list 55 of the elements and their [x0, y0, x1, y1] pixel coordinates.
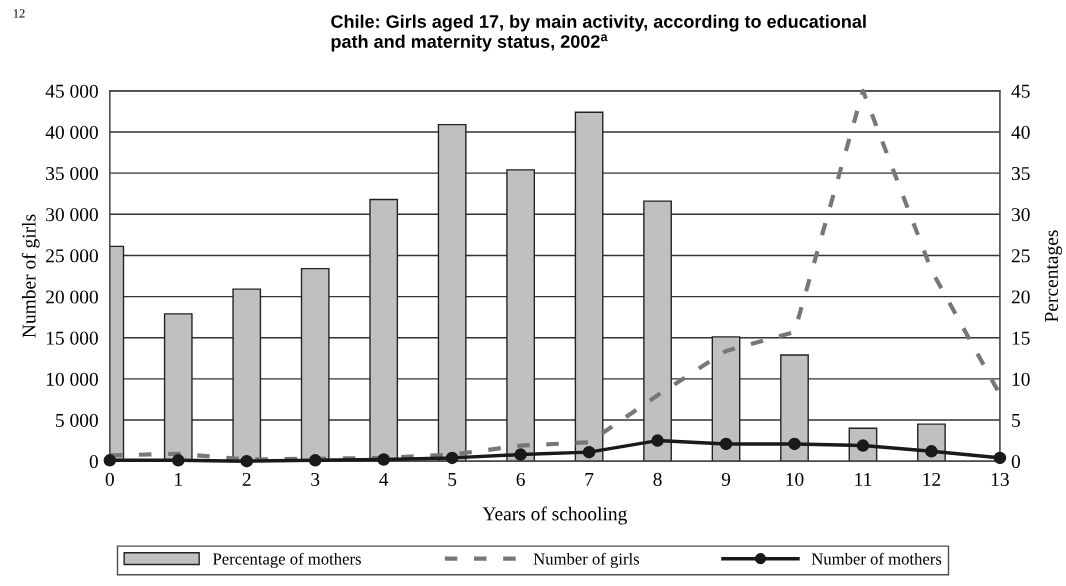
point: [103, 454, 117, 467]
y-tick-label: 30 000: [46, 208, 98, 222]
point: [514, 448, 527, 461]
y-tick-label: 5 000: [56, 413, 98, 427]
point: [651, 434, 664, 447]
y2-tick-label: 15: [1012, 331, 1030, 345]
y-tick-label: 40 000: [45, 125, 98, 139]
legend-label: Percentage of mothers: [212, 552, 361, 569]
y2-tick-label: 30: [1011, 208, 1030, 222]
point: [925, 445, 938, 458]
x-tick-label: 6: [516, 472, 525, 486]
y2-tick-label: 10: [1012, 372, 1030, 386]
point: [377, 453, 390, 466]
y-tick-label: 25 000: [46, 249, 98, 263]
y-tick-label: 20 000: [46, 290, 98, 304]
x-tick-label: 11: [855, 472, 872, 486]
x-tick-label: 2: [242, 472, 251, 486]
y2-tick-label: 25: [1011, 249, 1030, 263]
x-tick-label: 4: [379, 472, 389, 486]
chart-title: Chile: Girls aged 17, by main activity, according to educational path and maternity status, 2002$^{a}$: [331, 14, 866, 52]
x-tick-label: 3: [311, 472, 320, 486]
point: [719, 437, 733, 451]
y2-tick-label: 35: [1011, 167, 1030, 181]
y-tick-label: 10 000: [46, 372, 98, 386]
y2-tick-label: 40: [1011, 125, 1030, 139]
y2-tick-label: 5: [1012, 414, 1020, 427]
point: [172, 454, 185, 467]
x-tick-label: 5: [448, 473, 457, 486]
y2-tick-label: 0: [1011, 455, 1020, 469]
x-tick-label: 8: [653, 472, 662, 486]
point: [308, 454, 322, 467]
x-tick-label: 9: [721, 472, 731, 486]
point: [445, 451, 459, 465]
x-tick-label: 12: [923, 472, 941, 486]
legend-label: Number of girls: [533, 552, 640, 569]
y-tick-label: 45 000: [45, 84, 98, 98]
point: [993, 451, 1007, 465]
y-tick-label: 0: [89, 455, 98, 469]
y2-tick-label: 20: [1011, 290, 1030, 304]
legend-label: Number of mothers: [811, 552, 942, 565]
x-tick-label: 1: [175, 472, 182, 486]
y-axis-title: Number of girls: [21, 214, 40, 338]
point: [240, 454, 253, 468]
x-axis-title: Years of schooling: [482, 506, 627, 525]
point: [788, 437, 801, 451]
y-tick-label: 35 000: [46, 166, 98, 181]
y-tick-label: 15 000: [46, 331, 98, 345]
point: [582, 445, 596, 459]
x-tick-label: 0: [105, 472, 114, 486]
y2-tick-label: 45: [1011, 84, 1030, 98]
x-tick-label: 13: [991, 472, 1009, 486]
x-tick-label: 7: [585, 473, 594, 486]
y2-axis-title: Percentages: [1045, 230, 1062, 322]
x-tick-label: 10: [786, 472, 804, 486]
text: 12: [13, 9, 25, 18]
